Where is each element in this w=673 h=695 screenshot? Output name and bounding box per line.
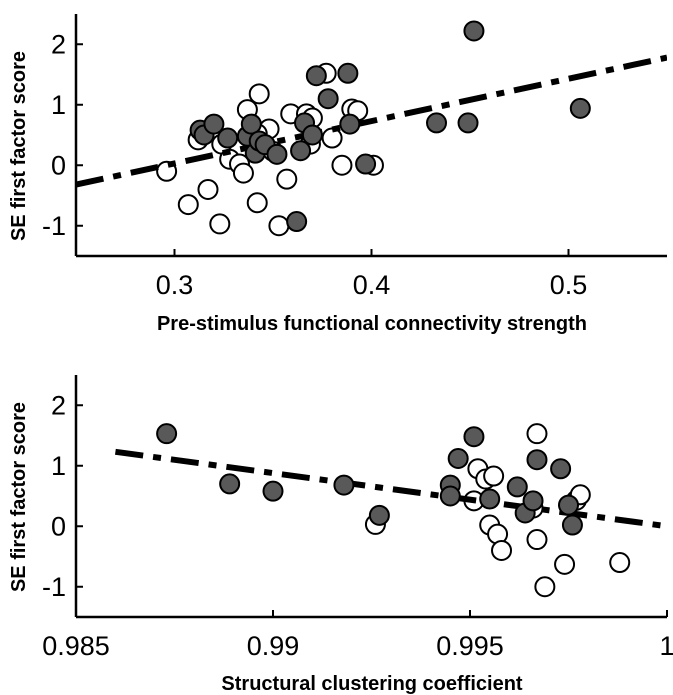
bottom-scatter-panel: SE first factor score Structural cluster… — [8, 375, 673, 695]
y-tick-label: 2 — [51, 29, 66, 59]
filled-data-point — [217, 127, 239, 149]
open-data-point — [209, 213, 231, 235]
filled-data-point — [262, 480, 284, 502]
filled-data-point — [479, 488, 501, 510]
y-tick-label: 0 — [51, 150, 66, 180]
x-tick-label: 0.99 — [247, 631, 300, 661]
y-tick-label: 1 — [51, 451, 66, 481]
open-data-point — [248, 83, 270, 105]
x-tick-label: 0.995 — [436, 631, 504, 661]
filled-data-point — [506, 476, 528, 498]
filled-data-point — [305, 65, 327, 87]
top-x-axis-title: Pre-stimulus functional connectivity str… — [157, 313, 587, 335]
open-data-point — [197, 178, 219, 200]
y-tick-label: 1 — [51, 90, 66, 120]
filled-data-point — [463, 426, 485, 448]
x-tick-label: 0.3 — [156, 270, 194, 300]
open-data-point — [491, 539, 513, 561]
open-data-point — [268, 215, 290, 237]
open-data-point — [609, 552, 631, 574]
top-y-axis-title: SE first factor score — [8, 51, 30, 241]
open-data-point — [526, 423, 548, 445]
filled-data-point — [301, 124, 323, 146]
open-data-point — [246, 192, 268, 214]
open-data-point — [177, 194, 199, 216]
filled-data-point — [156, 423, 178, 445]
y-tick-label: 0 — [51, 511, 66, 541]
top-scatter-panel: SE first factor score Pre-stimulus funct… — [8, 14, 667, 335]
open-data-point — [526, 529, 548, 551]
filled-data-point — [522, 490, 544, 512]
filled-data-point — [558, 494, 579, 516]
open-data-point — [321, 127, 343, 149]
filled-data-point — [339, 113, 361, 135]
filled-data-point — [447, 447, 469, 469]
filled-data-point — [355, 153, 377, 175]
filled-data-point — [290, 140, 312, 162]
filled-data-point — [457, 112, 479, 134]
regression-fit-line — [114, 448, 667, 530]
filled-data-point — [317, 88, 339, 110]
open-data-point — [276, 168, 298, 190]
open-data-point — [232, 162, 254, 184]
filled-data-point — [266, 143, 288, 165]
filled-data-point — [203, 113, 225, 135]
filled-data-point — [219, 473, 241, 495]
x-tick-label: 0.4 — [353, 270, 391, 300]
filled-data-point — [561, 514, 583, 536]
open-data-point — [554, 553, 576, 575]
open-data-point — [483, 465, 505, 487]
filled-data-point — [286, 211, 308, 233]
open-data-point — [534, 576, 556, 598]
filled-data-point — [333, 474, 355, 496]
y-tick-label: 2 — [51, 390, 66, 420]
bottom-x-axis-title: Structural clustering coefficient — [221, 673, 523, 695]
y-tick-label: -1 — [42, 211, 66, 241]
filled-data-point — [240, 113, 262, 135]
filled-data-point — [526, 449, 548, 471]
filled-data-point — [337, 62, 359, 84]
x-tick-label: 0.5 — [550, 270, 588, 300]
regression-fit-line — [76, 54, 667, 188]
filled-data-point — [550, 458, 572, 480]
y-tick-label: -1 — [42, 572, 66, 602]
x-tick-label: 1 — [659, 631, 673, 661]
filled-data-point — [463, 20, 485, 42]
filled-data-point — [426, 112, 448, 134]
filled-data-point — [439, 485, 461, 507]
x-tick-label: 0.985 — [42, 631, 110, 661]
bottom-y-axis-title: SE first factor score — [8, 402, 30, 592]
filled-data-point — [569, 97, 591, 119]
filled-data-point — [368, 504, 390, 526]
open-data-point — [331, 154, 353, 176]
